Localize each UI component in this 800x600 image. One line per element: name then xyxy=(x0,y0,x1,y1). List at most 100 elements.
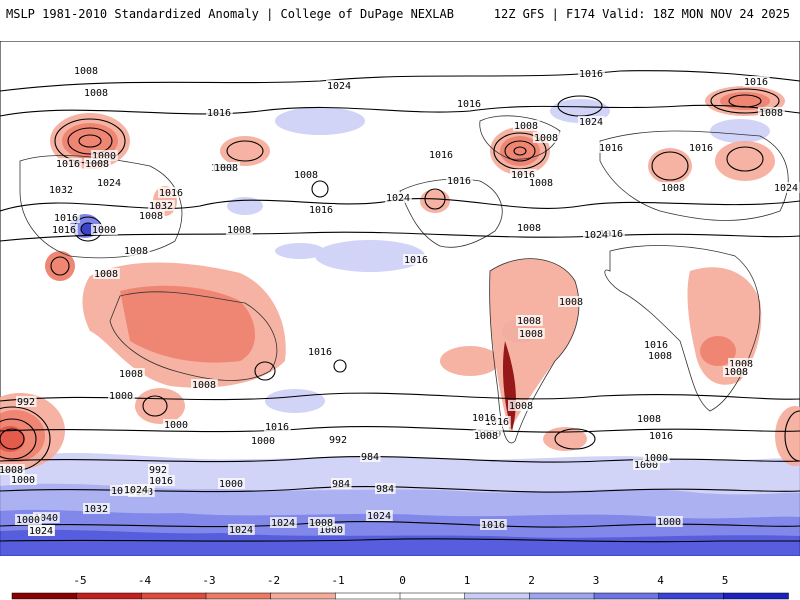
isobar-label-bg xyxy=(84,158,111,169)
isobar-label-bg xyxy=(293,169,320,180)
isobar-label-bg xyxy=(28,525,55,536)
isobar-label: 1016 xyxy=(744,77,768,88)
isobar-label: 1000 xyxy=(11,475,35,486)
isobar-label-bg xyxy=(218,478,245,489)
isobar-label-bg xyxy=(48,184,75,195)
colorbar-tick-label: 0 xyxy=(399,574,406,587)
map-header: MSLP 1981-2010 Standardized Anomaly | Co… xyxy=(0,0,800,30)
isobar-label-bg xyxy=(578,116,605,127)
isobar-label-bg xyxy=(250,435,277,446)
isobar-label: 1000 xyxy=(92,151,116,162)
isobar-label-bg xyxy=(93,268,120,279)
isobar-label-bg xyxy=(533,132,560,143)
colorbar-tick-label: 2 xyxy=(528,574,535,587)
isobar-label-bg xyxy=(308,517,335,528)
model-valid-time: 12Z GFS | F174 Valid: 18Z MON NOV 24 202… xyxy=(493,7,790,21)
isobar-label: 1008 xyxy=(724,367,748,378)
isobar-label-bg xyxy=(473,430,500,441)
isobar-label: 1000 xyxy=(219,479,243,490)
isobar-label: 1008 xyxy=(517,316,541,327)
isobar-label-bg xyxy=(83,87,110,98)
isobar-label-bg xyxy=(326,80,353,91)
isobar-label: 1008 xyxy=(139,211,163,222)
isobar-label-bg xyxy=(773,182,800,193)
isobar-label: 1000 xyxy=(319,525,343,536)
isobar-label-bg xyxy=(91,150,118,161)
colorbar-segment xyxy=(399,592,466,600)
isobar-label-bg xyxy=(518,328,545,339)
isobar-label-bg xyxy=(660,182,687,193)
isobar-label-bg xyxy=(403,254,430,265)
isobar-label-bg xyxy=(643,452,670,463)
positive-anomaly-shading xyxy=(0,99,800,556)
isobar-label-bg xyxy=(55,158,82,169)
isobar-label: 1000 xyxy=(657,517,681,528)
isobar-label: 1008 xyxy=(529,178,553,189)
isobar-label: 1008 xyxy=(517,223,541,234)
isobar-label-bg xyxy=(647,350,674,361)
isobar-label: 1008 xyxy=(85,159,109,170)
isobar-label: 1024 xyxy=(29,526,53,537)
isobar-label: 1008 xyxy=(119,369,143,380)
isobar-label: 1008 xyxy=(294,170,318,181)
isobar-label: 1008 xyxy=(559,297,583,308)
colorbar-segment xyxy=(723,592,789,600)
colorbar-segment xyxy=(11,592,78,600)
isobar-label: 1016 xyxy=(689,143,713,154)
map-title: MSLP 1981-2010 Standardized Anomaly | Co… xyxy=(6,7,454,21)
colorbar-tick-label: -2 xyxy=(267,574,280,587)
isobar-label-bg xyxy=(228,524,255,535)
colorbar-tick-label: -5 xyxy=(73,574,86,587)
isobar-label-bg xyxy=(213,162,240,173)
isobar-label: 1032 xyxy=(49,185,73,196)
isobar-label-bg xyxy=(83,503,110,514)
isobar-label: 1024 xyxy=(367,511,391,522)
isobar-lines xyxy=(0,70,800,543)
isobar-label: 1008 xyxy=(192,380,216,391)
isobar-label: 1032 xyxy=(149,201,173,212)
isobar-label: 1016 xyxy=(404,255,428,266)
isobar-label: 1000 xyxy=(92,225,116,236)
colorbar-tick-label: -3 xyxy=(202,574,215,587)
isobar-label-bg xyxy=(15,514,42,525)
isobar-label-bg xyxy=(33,512,60,523)
isobar-label: 1000 xyxy=(164,420,188,431)
isobar-label-bg xyxy=(643,339,670,350)
isobar-label-bg xyxy=(148,200,175,211)
isobar-label-bg xyxy=(360,451,381,462)
isobar-label-bg xyxy=(528,177,555,188)
isobar-label: 992 xyxy=(149,465,167,476)
isobar-label-bg xyxy=(91,224,118,235)
isobar-label-bg xyxy=(758,107,785,118)
isobar-label: 1016 xyxy=(511,170,535,181)
isobar-label: 1024 xyxy=(97,178,121,189)
isobar-label: 1016 xyxy=(579,69,603,80)
isobar-label-bg xyxy=(656,516,683,527)
anomaly-colorbar: -5 -4 -3 -2 -1 0 1 2 3 4 5 xyxy=(11,574,789,600)
isobar-label-bg xyxy=(471,412,498,423)
isobar-label: 1024 xyxy=(271,518,295,529)
isobar-label: 1040 xyxy=(34,513,58,524)
isobar-label: 1008 xyxy=(648,351,672,362)
isobar-label: 1016 xyxy=(457,99,481,110)
isobar-label-bg xyxy=(331,478,352,489)
isobar-label-bg xyxy=(53,212,80,223)
isobar-label: 1016 xyxy=(265,422,289,433)
isobar-label-bg xyxy=(636,413,663,424)
colorbar-segment xyxy=(335,592,401,600)
isobar-label-bg xyxy=(158,187,185,198)
isobar-label-bg xyxy=(191,379,218,390)
isobar-label-bg xyxy=(318,524,345,535)
isobar-label: 1016 xyxy=(429,150,453,161)
isobar-label-bg xyxy=(508,400,535,411)
isobar-label-bg xyxy=(108,390,135,401)
colorbar-tick-label: -4 xyxy=(138,574,152,587)
isobar-label: 1024 xyxy=(584,230,608,241)
isobar-label-bg xyxy=(163,419,190,430)
isobar-label: 1000 xyxy=(16,515,40,526)
isobar-label-bg xyxy=(648,430,675,441)
isobar-label-bg xyxy=(148,475,175,486)
isobar-label-bg xyxy=(633,459,660,470)
isobar-label: 1016 xyxy=(649,431,673,442)
